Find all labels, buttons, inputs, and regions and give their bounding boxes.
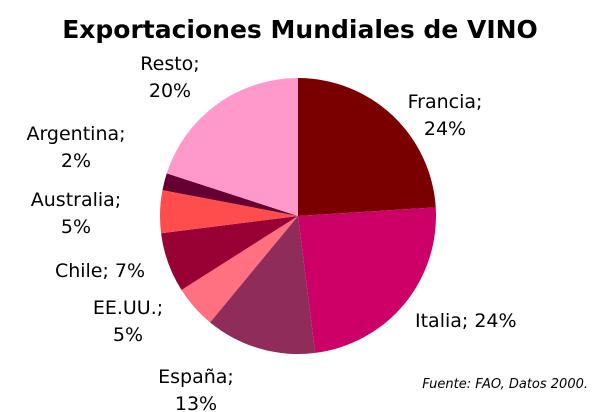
category-label: Resto; [140,53,199,75]
slice-label: Chile; 7% [55,260,145,282]
value-label: 13% [175,393,217,412]
value-label: 7% [115,260,145,282]
slice-label: Australia; 5% [31,189,121,238]
pie-slice [181,216,298,323]
category-label: España; [158,366,234,388]
pie-slice [166,78,298,216]
pie-slice [162,173,298,216]
value-label: 5% [113,324,143,346]
slice-label: EE.UU.; 5% [93,297,163,346]
slice-label: Resto; 20% [140,53,199,102]
category-label: Francia; [408,91,483,113]
category-label: Argentina; [26,123,125,145]
slice-label: Italia; 24% [415,310,517,332]
category-label: Italia; [415,310,468,332]
pie-slice [161,216,298,290]
value-label: 24% [474,310,516,332]
category-label: Australia; [31,189,121,211]
slice-label: Francia; 24% [408,91,483,140]
pie-slice [298,78,436,216]
chart-title: Exportaciones Mundiales de VINO [62,15,538,44]
value-label: 5% [61,216,91,238]
value-label: 2% [61,150,91,172]
value-label: 20% [149,80,191,102]
pie-slice [298,207,436,353]
category-label: EE.UU.; [93,297,163,319]
value-label: 24% [424,118,466,140]
slice-label: España; 13% [158,366,234,412]
slice-label: Argentina; 2% [26,123,125,172]
pie-slice [210,216,316,355]
pie-slice [160,190,298,234]
source-note: Fuente: FAO, Datos 2000. [422,377,588,392]
category-label: Chile; [55,260,109,282]
